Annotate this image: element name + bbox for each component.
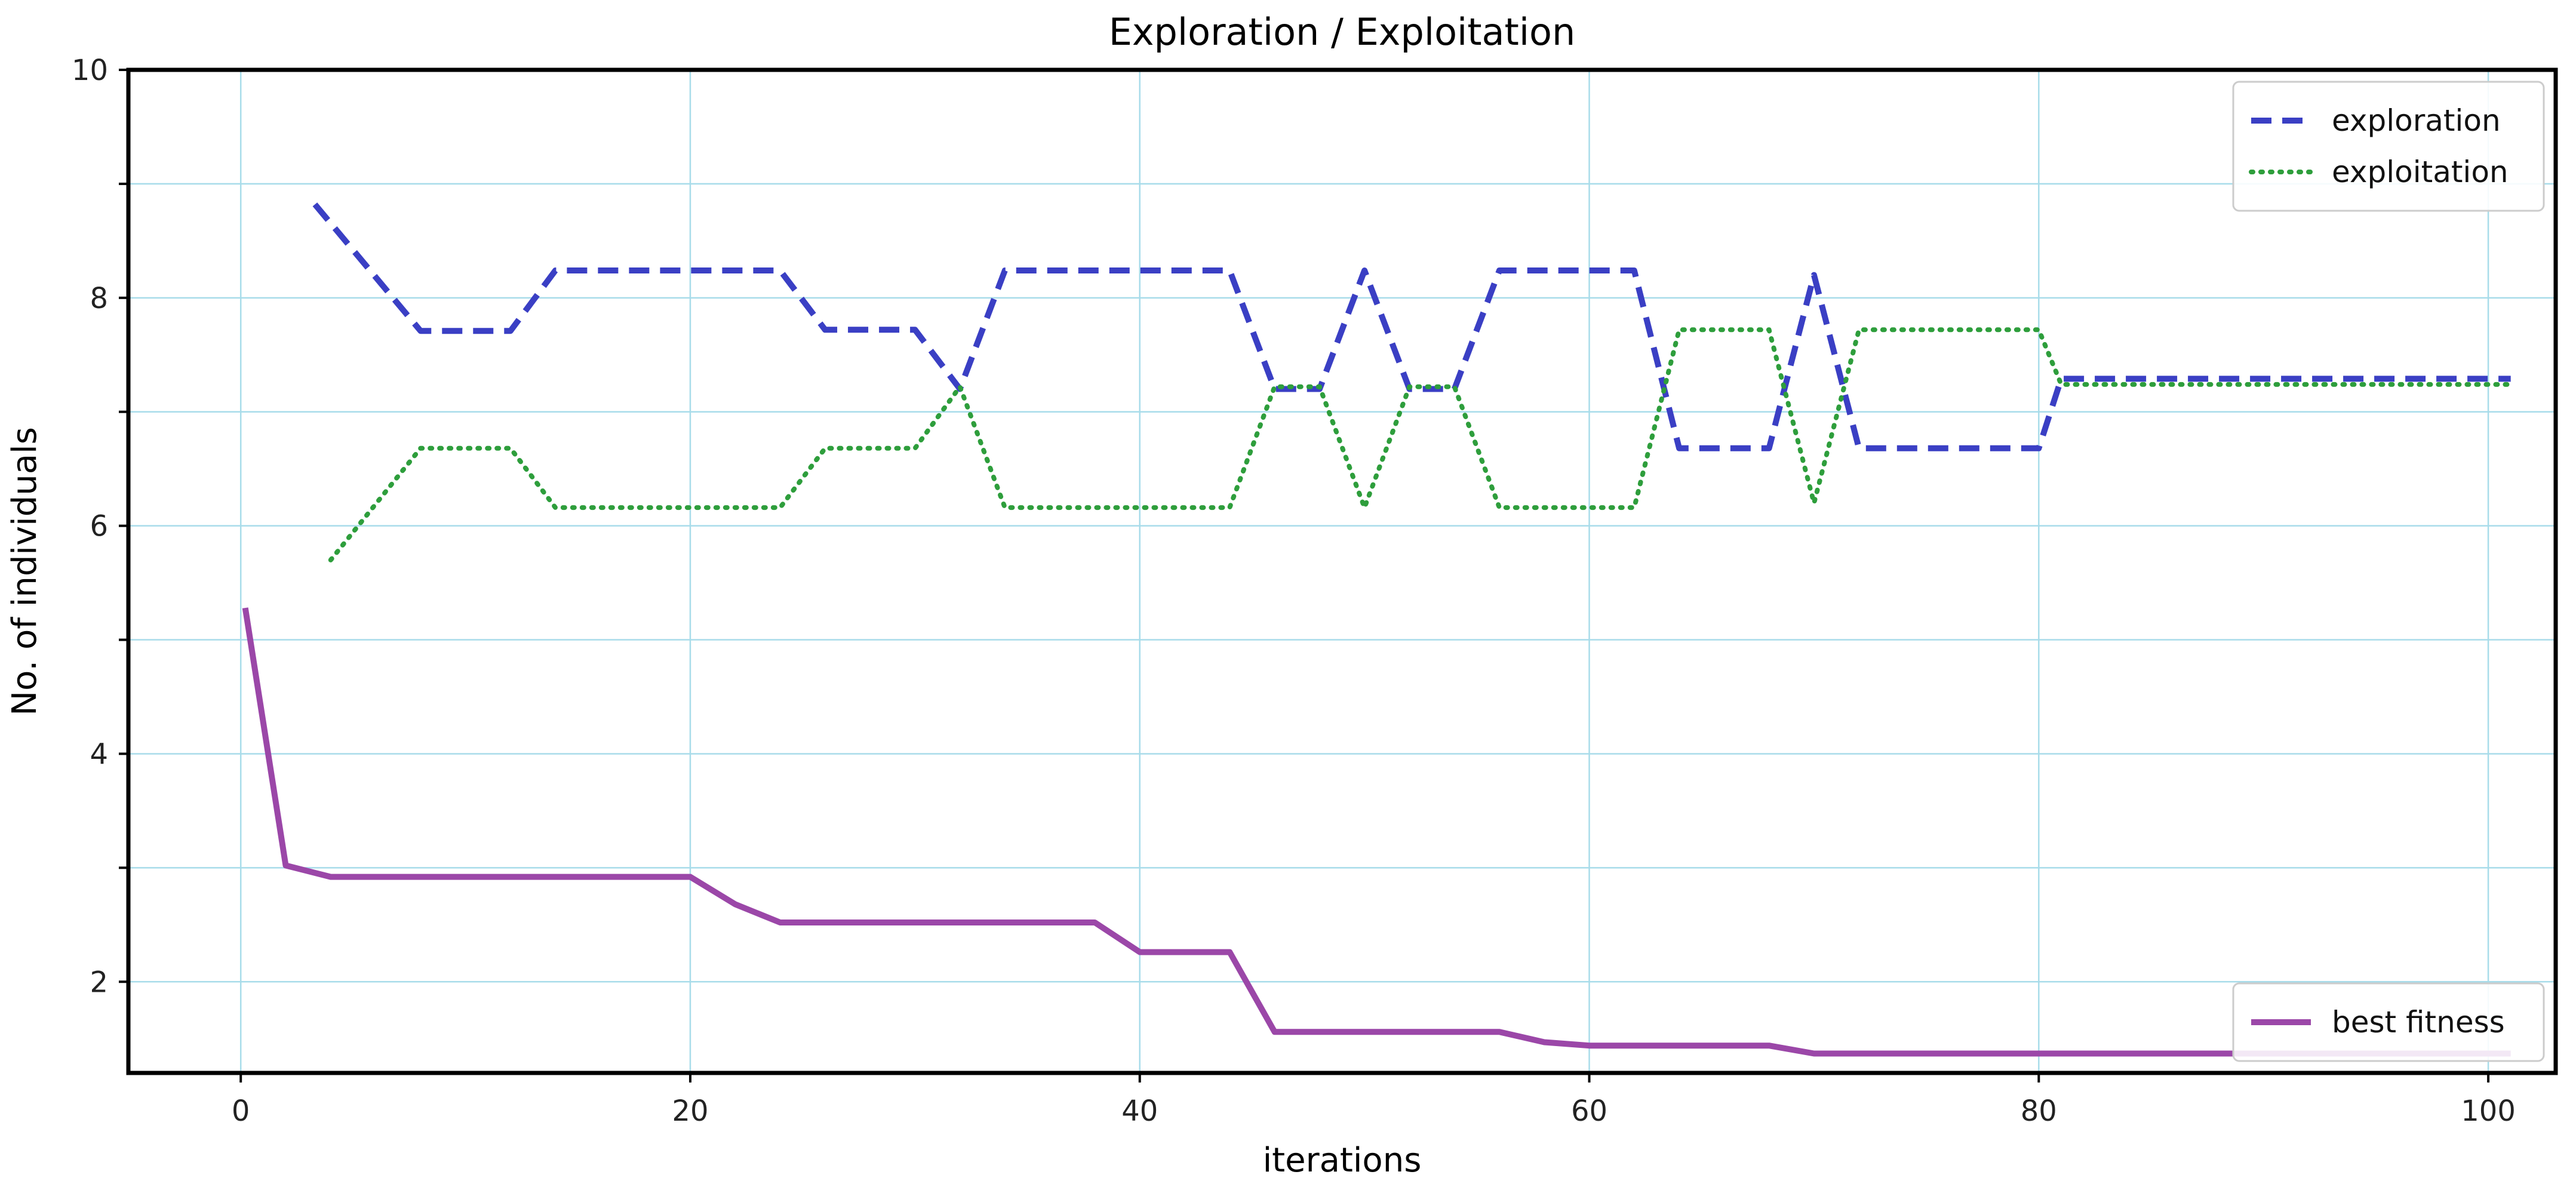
legends: exploration exploitation best fitness	[2232, 81, 2545, 1062]
series-exploitation-line	[328, 327, 2513, 562]
y-tick-label: 10	[72, 54, 108, 87]
chart-title: Exploration / Exploitation	[1109, 10, 1576, 54]
legend-top-right: exploration exploitation	[2232, 81, 2545, 212]
series-lines	[242, 202, 2513, 1057]
series-best-fitness-line	[242, 607, 2511, 1057]
legend-label-exploration: exploration	[2332, 103, 2501, 138]
legend-box	[2232, 81, 2545, 212]
x-tick-label: 80	[2021, 1094, 2057, 1128]
y-tick-label: 2	[90, 965, 108, 999]
x-tick-label: 20	[672, 1094, 708, 1128]
legend-label-exploitation: exploitation	[2332, 155, 2509, 189]
x-axis-title: iterations	[1263, 1141, 1422, 1180]
x-tick-label: 40	[1121, 1094, 1158, 1128]
legend-bottom-right: best fitness	[2232, 982, 2545, 1062]
y-tick-label: 4	[90, 737, 108, 771]
y-axis-title: No. of individuals	[5, 427, 44, 716]
series-exploration-line	[312, 202, 2511, 451]
legend-label-best-fitness: best fitness	[2332, 1005, 2505, 1040]
plot-frame	[126, 67, 2558, 1075]
grid	[128, 69, 2556, 1073]
legend-box	[2232, 982, 2545, 1062]
y-tick-label: 6	[90, 510, 108, 543]
y-tick-label: 8	[90, 282, 108, 315]
x-tick-label: 0	[232, 1094, 250, 1128]
axis-ticks: 0 20 40 60 80 100 2 4 6 8 10	[72, 54, 2516, 1128]
x-tick-label: 100	[2461, 1094, 2516, 1128]
x-tick-label: 60	[1571, 1094, 1607, 1128]
